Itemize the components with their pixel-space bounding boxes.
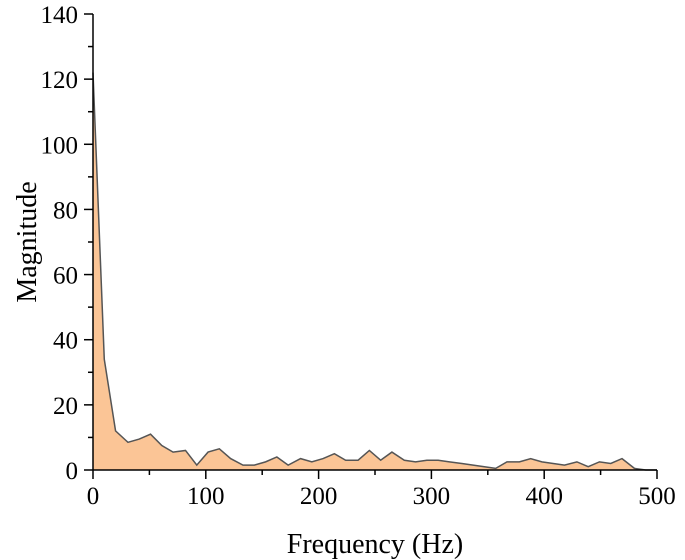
y-tick-label: 60 (53, 263, 78, 290)
x-axis-ticks: 0 100 200 300 400 500 (87, 470, 676, 510)
y-tick-label: 0 (66, 458, 79, 485)
x-tick-label: 400 (525, 483, 563, 510)
area-series-line (92, 72, 657, 471)
y-axis-ticks: 0 20 40 60 80 100 120 140 (41, 2, 93, 485)
x-tick-label: 100 (187, 483, 225, 510)
area-series-fill (93, 72, 657, 470)
x-tick-label: 500 (638, 483, 676, 510)
plot-area (92, 72, 657, 471)
x-axis-title: Frequency (Hz) (287, 529, 463, 560)
x-tick-label: 0 (87, 483, 100, 510)
y-tick-label: 20 (53, 393, 78, 420)
y-tick-label: 120 (41, 67, 79, 94)
y-tick-label: 100 (41, 132, 79, 159)
x-tick-label: 300 (413, 483, 451, 510)
y-tick-label: 140 (41, 2, 79, 29)
y-tick-label: 80 (53, 197, 78, 224)
y-tick-label: 40 (53, 328, 78, 355)
y-axis-title: Magnitude (12, 181, 43, 302)
x-tick-label: 200 (300, 483, 338, 510)
